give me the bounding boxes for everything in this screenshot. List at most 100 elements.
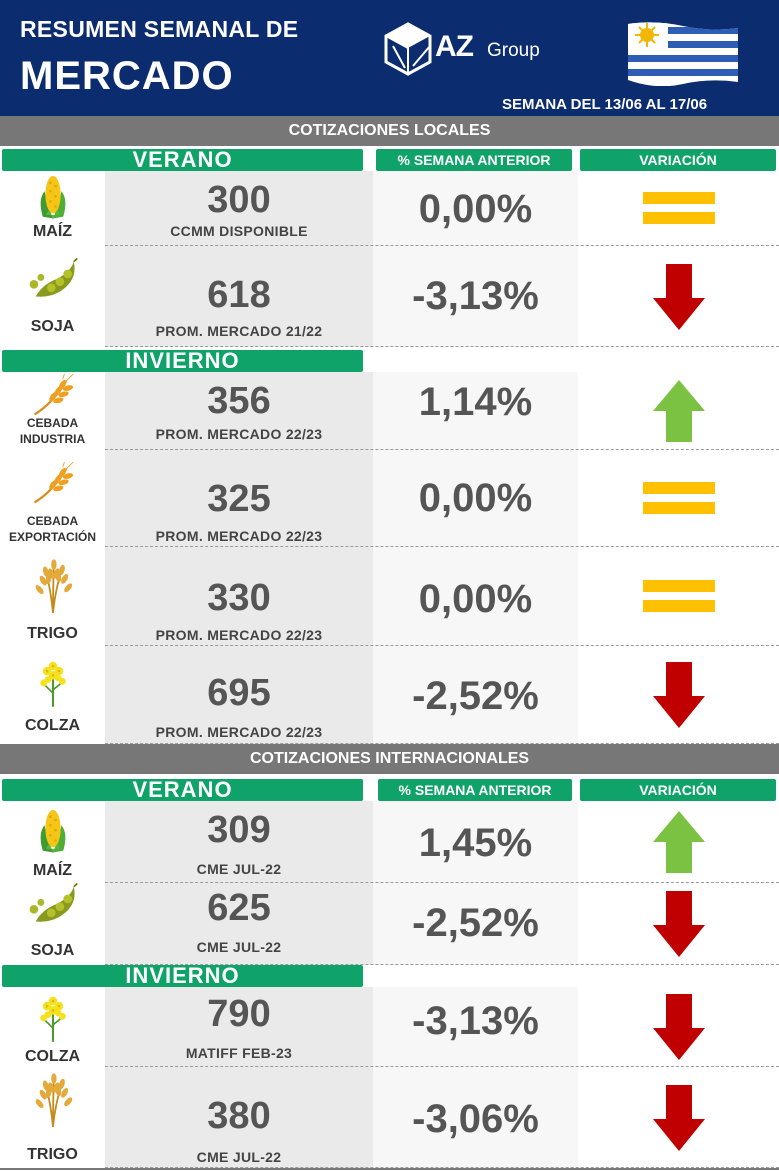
crop-name: COLZA — [24, 1048, 81, 1065]
logo-az-text: AZ — [435, 30, 474, 63]
crop-label: CEBADA INDUSTRIA — [0, 415, 105, 447]
price-reference: PROM. MERCADO 22/23 — [155, 528, 323, 544]
pct-change-value: 0,00% — [418, 577, 533, 621]
price-cell-bg — [105, 883, 373, 965]
price-value: 790 — [207, 993, 271, 1035]
price-reference: CME JUL-22 — [196, 1149, 282, 1165]
row-separator — [105, 882, 779, 883]
crop-name: SOJA — [30, 942, 75, 959]
crop-name: MAÍZ — [32, 223, 73, 240]
variation-cell — [578, 372, 779, 450]
crop-cell: SOJA — [0, 246, 105, 347]
price-cell-bg — [105, 171, 373, 246]
price-value: 309 — [207, 809, 271, 851]
price-value: 325 — [207, 478, 271, 520]
price-reference: PROM. MERCADO 21/22 — [155, 323, 323, 339]
bottom-border — [0, 1168, 779, 1170]
crop-name: CEBADA — [26, 514, 79, 528]
crop-label: COLZA — [0, 716, 105, 736]
pct-change-value: -2,52% — [412, 674, 539, 718]
row-separator — [105, 245, 779, 246]
variation-cell — [578, 883, 779, 965]
crop-name: TRIGO — [27, 625, 78, 642]
local-section-bar: COTIZACIONES LOCALES — [0, 116, 779, 146]
price-reference: CME JUL-22 — [196, 939, 282, 955]
local-row-4: CEBADA EXPORTACIÓN 325 PROM. MERCADO 22/23 0… — [0, 450, 779, 547]
pct-cell-bg — [373, 547, 578, 646]
crop-cell: MAÍZ — [0, 171, 105, 246]
price-cell-bg — [105, 646, 373, 744]
pct-change-value: -3,13% — [412, 274, 539, 318]
title-line1: RESUMEN SEMANAL DE — [20, 16, 299, 42]
price-value: 625 — [207, 887, 271, 929]
pct-cell-bg — [373, 883, 578, 965]
variation-cell — [578, 450, 779, 547]
intl-row-1: MAÍZ 309 CME JUL-22 1,45% — [0, 801, 779, 883]
price-cell-bg — [105, 450, 373, 547]
az-group-logo: AZ Group — [383, 22, 563, 78]
local-var-header: VARIACIÓN — [580, 149, 776, 171]
local-row-2: SOJA 618 PROM. MERCADO 21/22 -3,13% — [0, 246, 779, 347]
crop-name: COLZA — [24, 717, 81, 734]
crop-label: TRIGO — [0, 1145, 105, 1165]
crop-label: TRIGO — [0, 624, 105, 644]
crop-cell: SOJA — [0, 883, 105, 965]
crop-cell: TRIGO — [0, 547, 105, 646]
pct-change-value: 1,45% — [418, 821, 533, 865]
local-row-5: TRIGO 330 PROM. MERCADO 22/23 0,00% — [0, 547, 779, 646]
pct-change-value: 1,14% — [418, 380, 533, 424]
pct-change-value: 0,00% — [418, 476, 533, 520]
price-reference: CCMM DISPONIBLE — [170, 223, 308, 239]
pct-cell-bg — [373, 801, 578, 883]
pct-cell-bg — [373, 246, 578, 347]
row-separator — [105, 645, 779, 646]
variation-cell — [578, 547, 779, 646]
pct-cell-bg — [373, 1067, 578, 1168]
price-cell-bg — [105, 246, 373, 347]
pct-change-value: 0,00% — [418, 187, 533, 231]
crop-cell: COLZA — [0, 987, 105, 1067]
variation-cell — [578, 1067, 779, 1168]
crop-label: CEBADA EXPORTACIÓN — [0, 513, 105, 545]
crop-name: SOJA — [30, 318, 75, 335]
pct-cell-bg — [373, 987, 578, 1067]
local-pct-header: % SEMANA ANTERIOR — [376, 149, 572, 171]
variation-cell — [578, 801, 779, 883]
crop-cell: TRIGO — [0, 1067, 105, 1168]
row-separator — [105, 743, 779, 744]
price-cell-bg — [105, 372, 373, 450]
price-cell-bg — [105, 1067, 373, 1168]
crop-cell: CEBADA INDUSTRIA — [0, 372, 105, 450]
row-separator — [105, 346, 779, 347]
crop-label: SOJA — [0, 317, 105, 337]
price-value: 356 — [207, 380, 271, 422]
price-reference: PROM. MERCADO 22/23 — [155, 627, 323, 643]
crop-name: CEBADA — [26, 416, 79, 430]
cube-logo-icon — [384, 22, 432, 76]
price-cell-bg — [105, 801, 373, 883]
crop-label: MAÍZ — [0, 222, 105, 242]
intl-section-bar: COTIZACIONES INTERNACIONALES — [0, 744, 779, 774]
pct-cell-bg — [373, 372, 578, 450]
intl-var-header: VARIACIÓN — [580, 779, 776, 801]
price-reference: MATIFF FEB-23 — [185, 1045, 293, 1061]
intl-row-4: TRIGO 380 CME JUL-22 -3,06% — [0, 1067, 779, 1168]
variation-cell — [578, 171, 779, 246]
pct-change-value: -2,52% — [412, 901, 539, 945]
price-value: 330 — [207, 577, 271, 619]
price-reference: CME JUL-22 — [196, 861, 282, 877]
intl-summer-header: VERANO — [2, 779, 363, 801]
price-reference: PROM. MERCADO 22/23 — [155, 426, 323, 442]
crop-label: MAÍZ — [0, 861, 105, 881]
pct-cell-bg — [373, 450, 578, 547]
row-separator — [105, 1066, 779, 1067]
variation-cell — [578, 987, 779, 1067]
crop-cell: COLZA — [0, 646, 105, 744]
intl-pct-header: % SEMANA ANTERIOR — [378, 779, 572, 801]
variation-cell — [578, 246, 779, 347]
logo-group-text: Group — [487, 40, 540, 61]
crop-label: SOJA — [0, 941, 105, 961]
local-winter-header: INVIERNO — [2, 350, 363, 372]
crop-name-line2: INDUSTRIA — [19, 432, 86, 446]
uruguay-flag-icon — [628, 22, 738, 86]
